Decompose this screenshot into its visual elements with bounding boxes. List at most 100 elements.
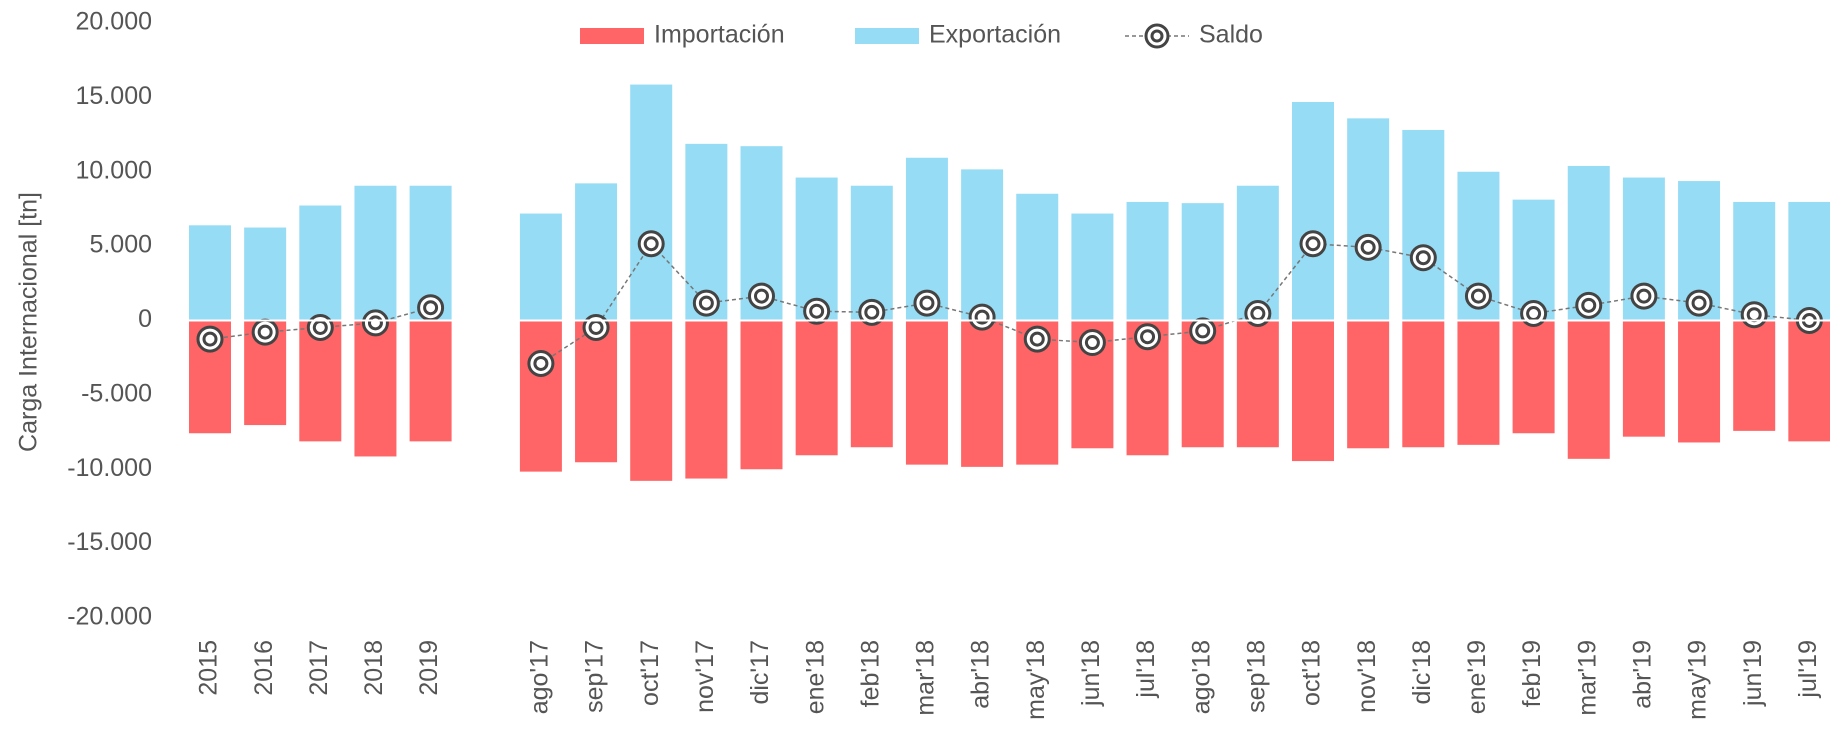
saldo-marker <box>1409 244 1437 272</box>
bar <box>740 320 783 470</box>
saldo-marker <box>1630 282 1658 310</box>
bar <box>1622 320 1665 437</box>
saldo-marker <box>1299 230 1327 258</box>
x-tick-label: mar'19 <box>1573 640 1601 716</box>
bar <box>1292 101 1334 321</box>
marker-inner <box>533 355 549 371</box>
bar <box>1678 320 1721 443</box>
bar <box>795 320 838 456</box>
bar <box>905 320 948 465</box>
bar <box>1181 203 1224 321</box>
bar <box>1071 213 1114 321</box>
marker-inner <box>1029 331 1045 347</box>
bar <box>1236 320 1279 448</box>
saldo-marker <box>527 349 555 377</box>
x-tick-label: feb'19 <box>1518 640 1546 707</box>
x-tick-label: 2016 <box>250 640 278 696</box>
bar <box>1016 193 1059 321</box>
y-tick-label: -5.000 <box>81 379 152 407</box>
x-tick-label: nov'18 <box>1353 640 1381 713</box>
y-tick-label: 10.000 <box>76 156 152 184</box>
x-tick-label: dic'17 <box>746 640 774 705</box>
x-tick-label: oct'18 <box>1298 640 1326 706</box>
x-tick-label: jul'19 <box>1794 640 1822 699</box>
saldo-marker <box>1575 291 1603 319</box>
x-tick-label: 2019 <box>415 640 443 696</box>
bar <box>1402 129 1445 321</box>
x-tick-label: jun'18 <box>1077 640 1105 707</box>
x-tick-label: ene'19 <box>1463 640 1491 714</box>
x-tick-label: dic'18 <box>1408 640 1436 705</box>
marker-inner <box>809 303 825 319</box>
bar <box>1126 201 1169 321</box>
bar <box>1733 201 1776 321</box>
x-tick-label: jul'18 <box>1132 640 1160 699</box>
saldo-marker <box>803 297 831 325</box>
marker-inner <box>1250 306 1266 322</box>
saldo-marker <box>582 313 610 341</box>
bar <box>1567 320 1610 459</box>
bar <box>685 320 728 479</box>
bar <box>1292 320 1334 462</box>
bar <box>850 185 893 321</box>
bar <box>519 213 562 321</box>
bar <box>961 169 1004 321</box>
x-tick-label: jun'19 <box>1739 640 1767 707</box>
bar <box>1788 201 1830 321</box>
bar <box>244 227 287 321</box>
bar <box>1236 185 1279 321</box>
marker-inner <box>1305 236 1321 252</box>
y-tick-label: -20.000 <box>67 603 152 631</box>
x-tick-label: oct'17 <box>636 640 664 706</box>
saldo-line <box>209 242 1810 365</box>
x-tick-label: 2015 <box>195 640 223 696</box>
bar <box>1347 320 1390 449</box>
saldo-marker <box>1354 233 1382 261</box>
legend-label: Saldo <box>1199 21 1263 49</box>
marker-inner <box>919 295 935 311</box>
bar <box>1788 320 1830 442</box>
x-tick-label: 2018 <box>360 640 388 696</box>
bar <box>1402 320 1445 448</box>
bar <box>630 84 673 321</box>
marker-inner <box>1360 239 1376 255</box>
x-tick-label: sep'17 <box>581 640 609 713</box>
saldo-marker <box>692 289 720 317</box>
legend-label: Exportación <box>929 21 1061 49</box>
x-tick-label: ene'18 <box>801 640 829 714</box>
bar <box>795 177 838 321</box>
bar <box>1733 320 1776 431</box>
bar <box>1512 320 1555 434</box>
bar <box>850 320 893 448</box>
saldo-marker <box>1078 329 1106 357</box>
marker-inner <box>202 331 218 347</box>
x-tick-label: mar'18 <box>912 640 940 716</box>
marker-inner <box>1415 250 1431 266</box>
saldo-marker <box>1189 317 1217 345</box>
x-tick-label: may'18 <box>1022 640 1050 720</box>
saldo-marker <box>1685 289 1713 317</box>
saldo-marker <box>968 303 996 331</box>
saldo-marker <box>417 294 445 322</box>
saldo-marker <box>748 282 775 310</box>
saldo-marker <box>361 309 389 337</box>
marker-inner <box>423 300 439 316</box>
bar <box>575 183 618 321</box>
marker-inner <box>588 319 604 335</box>
bar <box>519 320 562 472</box>
bar <box>409 320 452 442</box>
y-tick-label: 0 <box>138 305 152 333</box>
y-tick-label: -15.000 <box>67 528 152 556</box>
saldo-marker <box>858 298 886 326</box>
bar <box>575 320 618 463</box>
y-tick-label: 15.000 <box>76 82 152 110</box>
bar <box>354 320 397 457</box>
saldo-marker <box>251 318 279 346</box>
x-tick-label: sep'18 <box>1242 640 1270 713</box>
bar <box>299 205 342 321</box>
bar <box>189 225 231 321</box>
x-tick-label: ago'17 <box>526 640 554 714</box>
saldo-marker <box>1134 323 1162 351</box>
bar <box>354 185 397 321</box>
